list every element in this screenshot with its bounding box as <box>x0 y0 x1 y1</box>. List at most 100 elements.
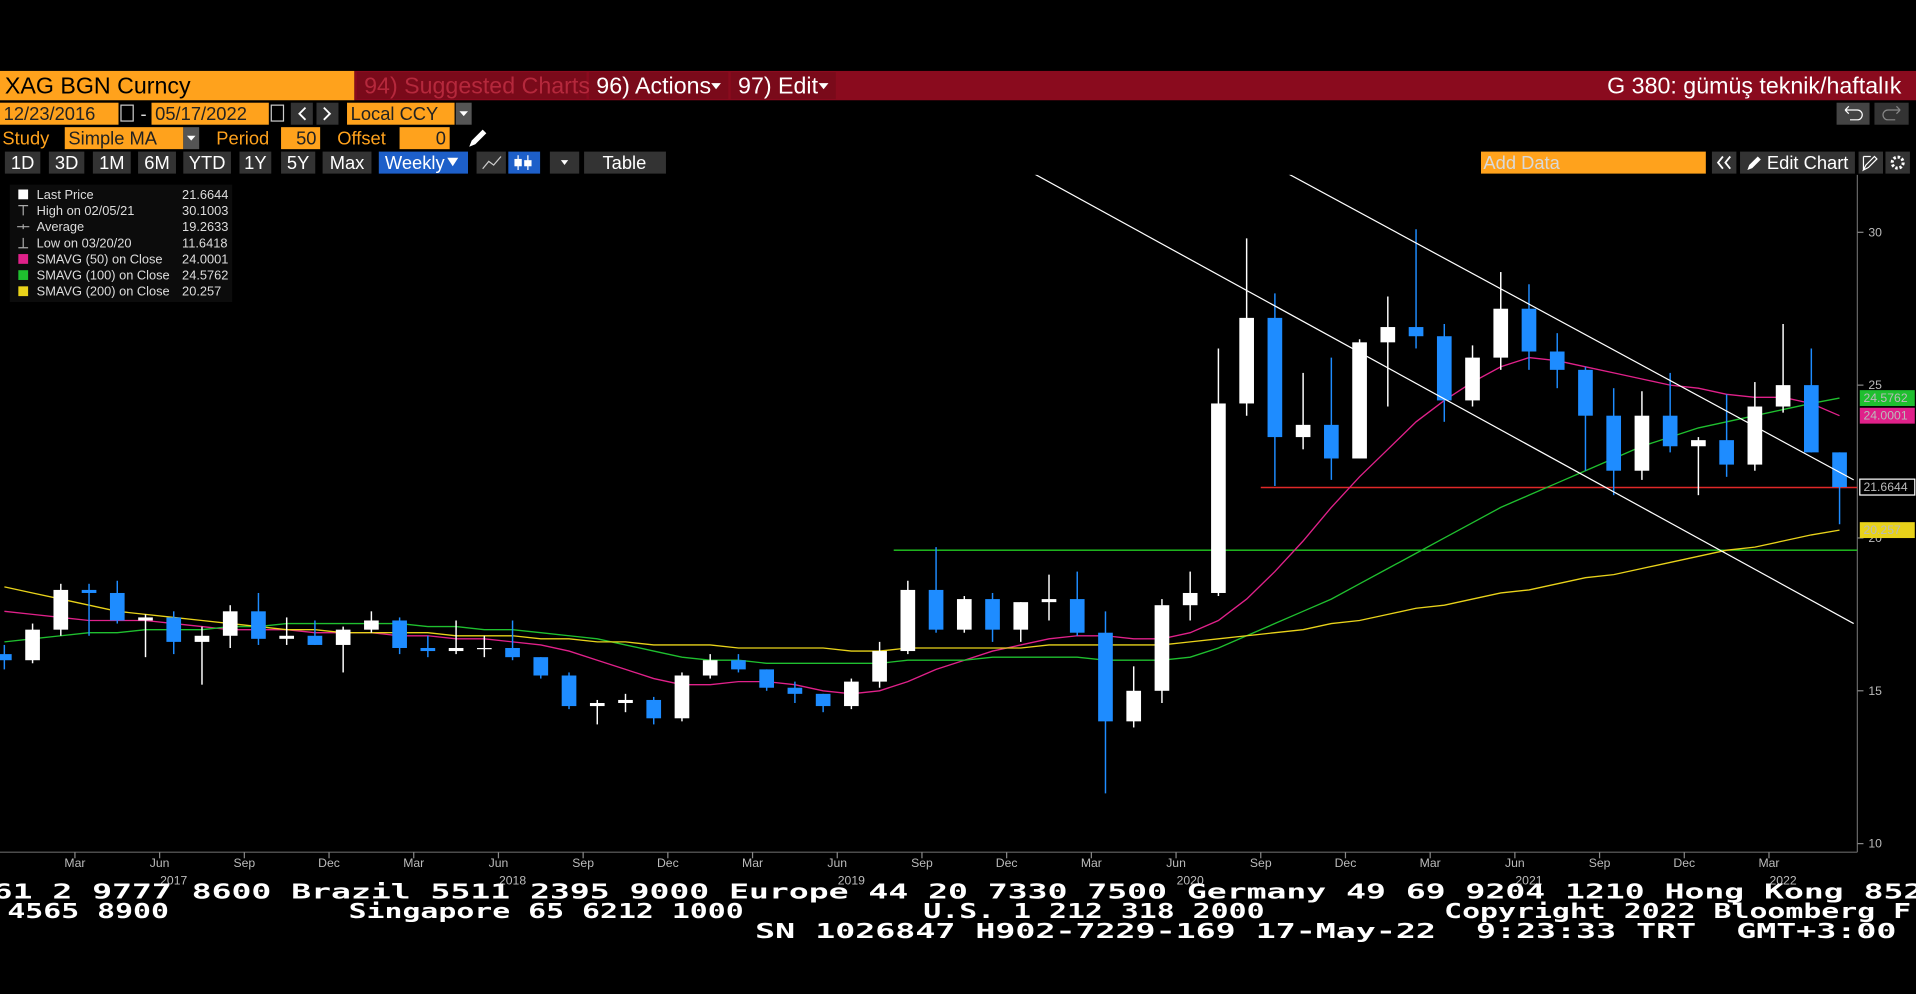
x-tick-label: Mar <box>1758 856 1779 870</box>
value-tag <box>1859 390 1915 407</box>
range-button[interactable] <box>281 151 316 174</box>
menu-button[interactable] <box>730 72 836 100</box>
candle-body <box>1436 336 1452 401</box>
value-tag-label: 24.5762 <box>1863 391 1907 405</box>
range-button[interactable] <box>48 151 85 174</box>
range-button[interactable] <box>322 151 372 174</box>
calendar-icon[interactable] <box>270 104 285 122</box>
candle-body <box>702 660 718 676</box>
range-button[interactable] <box>92 151 131 174</box>
plot-area <box>0 174 1858 794</box>
value-tag-label: 24.0001 <box>1863 409 1907 423</box>
undo-icon <box>1844 105 1863 121</box>
year-label: 2022 <box>1770 873 1797 887</box>
range-button[interactable] <box>4 151 41 174</box>
candle-body <box>1634 415 1650 471</box>
pencil-icon <box>1747 156 1761 170</box>
y-tick-label: 10 <box>1868 837 1882 851</box>
candle-body <box>759 669 774 688</box>
offset-input[interactable] <box>399 127 450 150</box>
edit-chart-button[interactable] <box>1740 151 1855 174</box>
year-label: 2018 <box>499 873 526 887</box>
candle-body <box>844 681 859 707</box>
candle-body <box>0 654 12 661</box>
range-button[interactable] <box>239 151 272 174</box>
dropdown-arrow <box>186 135 196 141</box>
menu-button[interactable] <box>356 72 587 100</box>
x-tick-label: Mar <box>403 856 424 870</box>
x-tick-label: Dec <box>1335 856 1357 870</box>
x-tick-label: Mar <box>1420 856 1441 870</box>
moving-average <box>4 397 1840 664</box>
candle-icon <box>524 160 532 167</box>
study: Simple MA <box>68 128 157 149</box>
currency: Local CCY <box>351 103 439 124</box>
undo-button[interactable] <box>1836 102 1870 125</box>
candle-body <box>1719 440 1734 465</box>
x-tick-label: Jun <box>827 856 847 870</box>
candle-body <box>448 647 464 652</box>
candle-body <box>1098 632 1113 722</box>
range-label: 5Y <box>287 152 309 173</box>
add-data: Add Data <box>1483 152 1560 173</box>
frequency-button[interactable] <box>378 151 469 174</box>
chart: 1015202530MarJunSepDecMarJunSepDecMarJun… <box>0 174 1916 887</box>
offset-label: Offset <box>337 128 386 149</box>
candle-body <box>1606 415 1622 471</box>
date-input[interactable] <box>0 102 119 125</box>
date-input[interactable] <box>151 102 269 125</box>
redo-button[interactable] <box>1874 102 1909 125</box>
frequency: Weekly <box>385 152 446 173</box>
candle-body <box>251 611 266 639</box>
year-label: 2021 <box>1515 873 1542 887</box>
range-button[interactable] <box>138 151 176 174</box>
period-input[interactable] <box>281 127 321 150</box>
date-separator: - <box>141 103 147 124</box>
edit-icon <box>1862 155 1878 172</box>
gear-button[interactable] <box>1885 151 1910 174</box>
edit-chart: Edit Chart <box>1767 152 1848 173</box>
dropdown-arrow <box>711 83 721 90</box>
candle-body <box>53 589 69 630</box>
x-tick-label: Jun <box>1166 856 1186 870</box>
y-tick-label: 25 <box>1868 378 1882 392</box>
value-tag <box>1859 407 1915 424</box>
candle-icon <box>514 158 522 167</box>
legend-value: 20.257 <box>182 284 221 299</box>
collapse-icon <box>1716 155 1731 170</box>
range-buttons: 1D 3D 1M 6M YTD 1Y 5Y Max <box>4 151 372 174</box>
study-input[interactable] <box>64 127 184 150</box>
x-tick-label: Mar <box>1081 856 1102 870</box>
collapse-button[interactable] <box>1711 151 1737 174</box>
candle-body <box>1239 317 1254 404</box>
dropdown-arrow <box>818 83 829 90</box>
add-data-input[interactable] <box>1480 151 1706 174</box>
candle-body <box>307 635 323 645</box>
candle-body <box>364 620 379 630</box>
prev-button[interactable] <box>290 102 313 125</box>
table-button[interactable] <box>584 151 666 174</box>
footer-line: SN 1026847 H902-7229-169 17-May-22 9:23:… <box>755 919 1896 943</box>
next-button[interactable] <box>316 102 339 125</box>
candle-body <box>900 589 916 652</box>
candle-body <box>138 617 153 621</box>
security-input[interactable] <box>0 70 355 101</box>
candle-body <box>872 651 887 682</box>
legend-label: Average <box>37 219 85 234</box>
pencil-icon[interactable] <box>469 129 487 147</box>
calendar-icon[interactable] <box>120 104 134 122</box>
settings-button[interactable] <box>1858 151 1884 174</box>
menu-button[interactable] <box>588 72 729 100</box>
candle-body <box>1465 357 1480 401</box>
currency-input[interactable] <box>347 102 455 125</box>
candle-body <box>674 675 690 719</box>
legend-label: High on 02/05/21 <box>37 203 135 218</box>
value-tag <box>1859 478 1916 496</box>
candle-body <box>1408 327 1424 337</box>
study-label: Study <box>2 128 50 149</box>
range-label: 1D <box>11 152 34 173</box>
range-button[interactable] <box>183 151 231 174</box>
y-tick-label: 15 <box>1868 684 1882 698</box>
candle-body <box>646 699 662 719</box>
